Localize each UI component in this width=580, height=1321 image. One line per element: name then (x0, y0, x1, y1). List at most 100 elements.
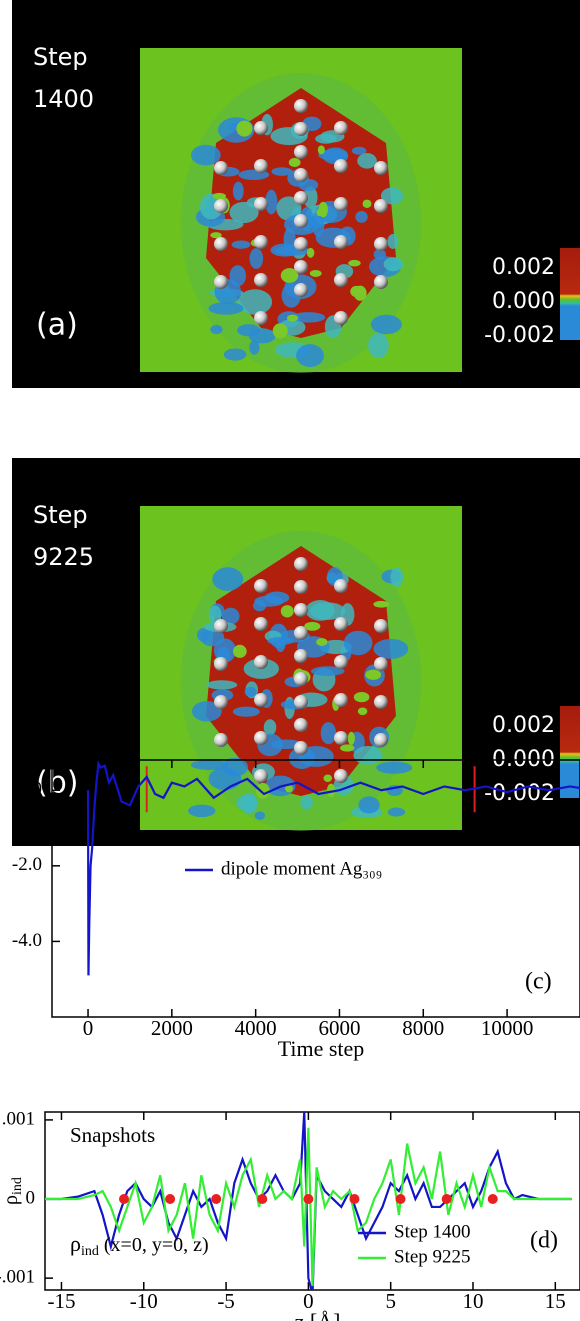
atom (254, 769, 268, 783)
atom (334, 769, 348, 783)
atom-position (303, 1194, 314, 1205)
density-green (304, 621, 321, 631)
atom (374, 237, 388, 251)
x-tick-label: 6000 (318, 1016, 360, 1040)
atom (214, 733, 228, 747)
atom (254, 197, 268, 211)
density-blue (368, 333, 389, 359)
density-green (323, 774, 333, 783)
atom (254, 693, 268, 707)
density-blue (320, 722, 337, 745)
atom-position (165, 1194, 176, 1205)
atom (214, 695, 228, 709)
colorbar-label: -0.002 (484, 323, 555, 348)
atom (254, 579, 268, 593)
density-blue (254, 811, 266, 820)
density-blue (276, 196, 302, 221)
density-blue (252, 600, 267, 612)
density-blue (212, 567, 244, 591)
y-tick-label: 0.0 (18, 779, 42, 800)
panel-tag: (c) (525, 969, 552, 995)
density-blue (223, 348, 247, 361)
density-blue (300, 795, 313, 810)
atom-position (395, 1194, 406, 1205)
density-blue (351, 146, 367, 155)
colorbar-label: -0.002 (484, 781, 555, 806)
density-green (318, 201, 328, 218)
atom (334, 159, 348, 173)
density-green (357, 707, 368, 716)
density-blue (249, 248, 264, 269)
colorbar (560, 706, 580, 798)
density-blue (208, 301, 244, 315)
x-tick-label: 5 (385, 1289, 396, 1313)
density-blue (263, 719, 277, 736)
density-green (348, 259, 361, 267)
y-tick-label: -.001 (0, 1266, 35, 1287)
atom (214, 199, 228, 213)
atom (334, 197, 348, 211)
density-blue (190, 759, 229, 771)
density-green (362, 199, 372, 209)
density-green (288, 157, 301, 167)
atom (214, 275, 228, 289)
x-tick-label: 10 (463, 1289, 484, 1313)
density-blue (303, 186, 318, 209)
density-blue (188, 804, 216, 818)
density-blue (236, 795, 257, 811)
density-green (326, 783, 336, 798)
panel-tag: (b) (36, 766, 78, 801)
x-tick-label: -10 (130, 1289, 158, 1313)
atom (294, 214, 308, 228)
atom (294, 718, 308, 732)
density-blue (191, 701, 222, 722)
atom (294, 237, 308, 251)
density-green (236, 120, 253, 137)
step-number: 9225 (33, 543, 94, 571)
atom (214, 237, 228, 251)
x-tick-label: 10000 (481, 1016, 534, 1040)
atom (214, 619, 228, 633)
atom (374, 619, 388, 633)
y-axis-label: ρind (0, 1177, 25, 1205)
step-label: Step (33, 43, 88, 71)
colorbar-label: 0.000 (492, 289, 555, 314)
atom (254, 273, 268, 287)
density-green (280, 605, 294, 618)
density-blue (271, 167, 293, 176)
density-blue (221, 607, 240, 625)
density-blue (249, 340, 260, 355)
density-green (347, 731, 355, 746)
density-green (316, 638, 328, 646)
atom (334, 121, 348, 135)
density-green (212, 192, 226, 200)
atom (254, 617, 268, 631)
density-blue (208, 605, 222, 625)
atom (294, 580, 308, 594)
atom (294, 603, 308, 617)
annotation-sub: ind (81, 1244, 99, 1259)
atom (294, 99, 308, 113)
x-tick-label: 0 (83, 1016, 94, 1040)
annotation-symbol: ρ (70, 1231, 81, 1256)
density-blue (190, 144, 221, 166)
x-tick-label: 2000 (151, 1016, 193, 1040)
density-blue (353, 745, 383, 765)
atom (334, 655, 348, 669)
legend-label: Step 1400 (394, 1221, 471, 1242)
atom-position (349, 1194, 360, 1205)
atom (254, 121, 268, 135)
atom-position (119, 1194, 130, 1205)
atom (374, 733, 388, 747)
plot-area (45, 1112, 572, 1290)
atom (294, 741, 308, 755)
data-line (45, 1127, 572, 1287)
atom-position (211, 1194, 222, 1205)
atom (334, 235, 348, 249)
atom (294, 168, 308, 182)
colorbar (560, 248, 580, 340)
y-tick-label: -2.0 (12, 854, 42, 875)
atom (374, 657, 388, 671)
data-line (86, 760, 580, 976)
atom (374, 695, 388, 709)
